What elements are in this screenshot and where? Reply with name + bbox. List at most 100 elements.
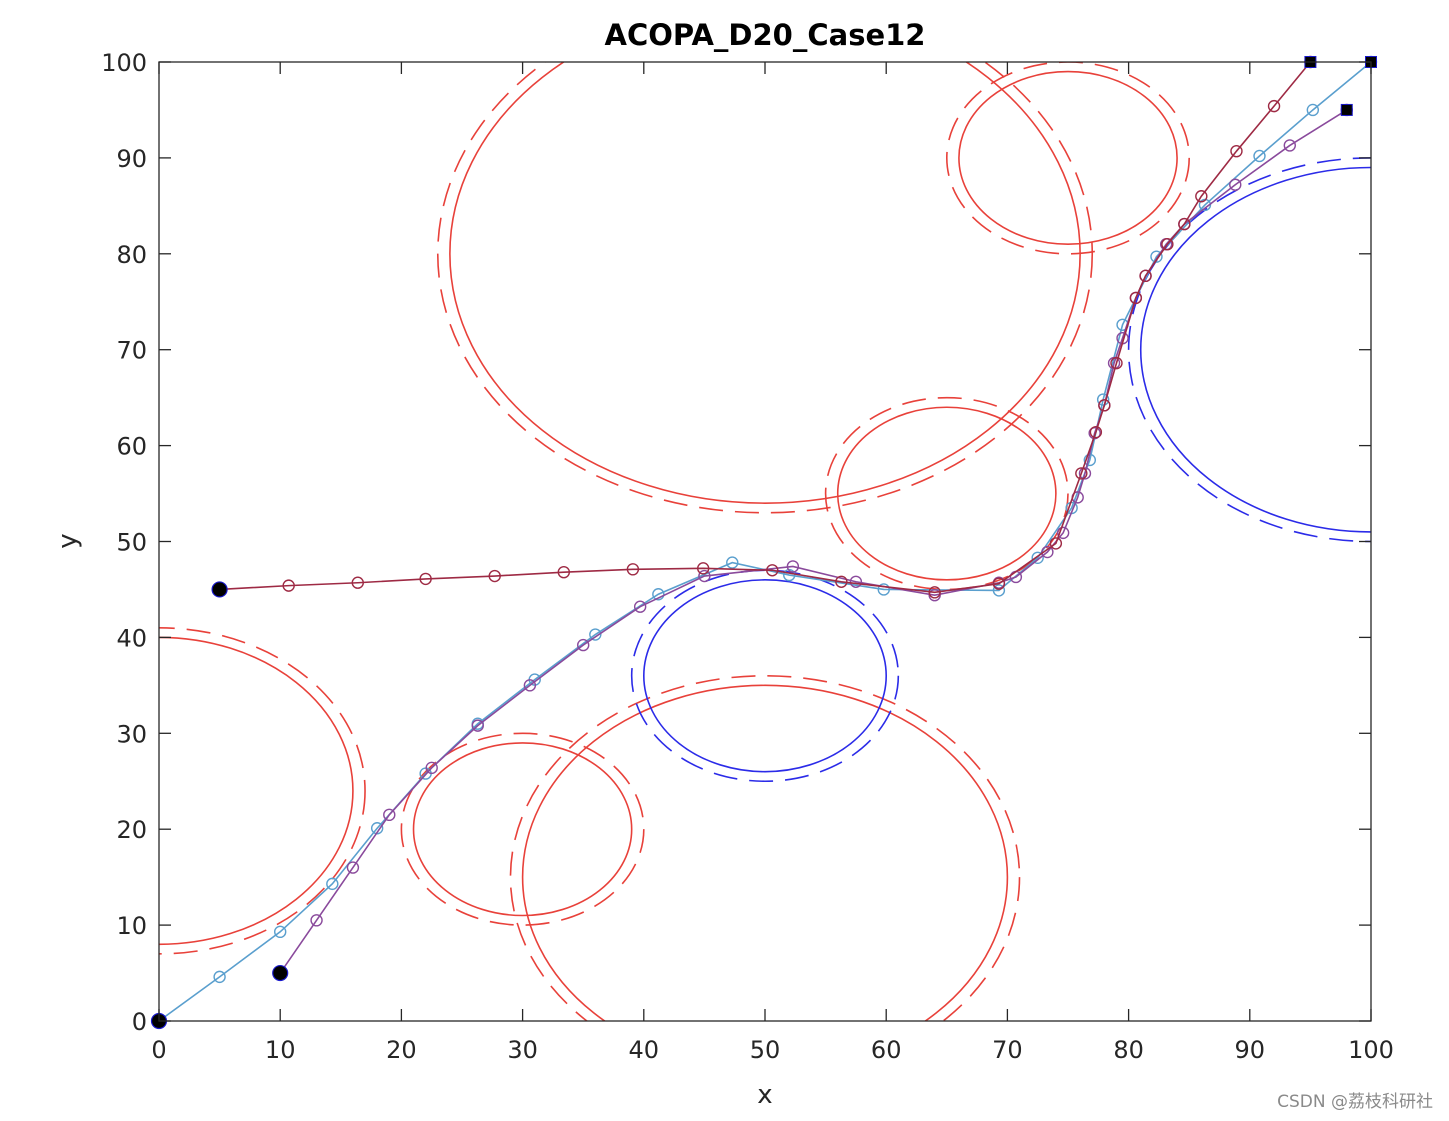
y-tick-label: 70 <box>116 337 147 365</box>
series-3-point <box>1161 238 1174 251</box>
series-3-point <box>1049 537 1063 550</box>
obstacle-1-margin <box>437 62 1093 514</box>
y-tick-label: 50 <box>116 529 147 557</box>
series-3-point <box>766 564 779 577</box>
series-1-point <box>726 556 739 569</box>
series-2-point <box>1229 178 1242 191</box>
y-tick-label: 80 <box>116 241 147 269</box>
series-3-point <box>928 586 941 599</box>
series-2-point <box>1088 426 1101 440</box>
series-3-point <box>1098 399 1111 412</box>
series-3-point <box>488 569 501 583</box>
series-3-point <box>1230 144 1243 158</box>
series-2-point <box>1056 526 1070 540</box>
series-3-point <box>351 576 364 589</box>
start-point-3 <box>211 581 228 598</box>
series-3-point <box>419 572 432 586</box>
series-2-point <box>1078 467 1092 480</box>
y-tick-label: 30 <box>116 720 147 748</box>
series-2-point <box>577 638 590 652</box>
obstacle-2-boundary <box>958 70 1178 246</box>
obstacle-4-boundary <box>159 636 354 946</box>
series-2-point <box>471 719 484 732</box>
obstacle-7-margin <box>630 569 900 783</box>
watermark-text: CSDN @荔枝科研社 <box>1277 1092 1433 1112</box>
x-tick-label: 10 <box>265 1036 296 1064</box>
y-axis-label: y <box>53 533 83 548</box>
series-2-point <box>523 679 537 692</box>
series-2-point <box>1283 139 1296 152</box>
chart-title: ACOPA_D20_Case12 <box>605 18 926 52</box>
series-2-point <box>849 575 863 588</box>
y-tick-label: 60 <box>116 433 147 461</box>
series-3-point <box>1267 99 1281 113</box>
x-tick-label: 100 <box>1348 1036 1394 1064</box>
y-tick-label: 20 <box>116 816 147 844</box>
obstacle-6-margin <box>509 675 1021 1021</box>
series-layer <box>152 55 1378 1028</box>
series-3-point <box>557 565 571 579</box>
obstacle-3-margin <box>824 396 1069 591</box>
x-tick-label: 90 <box>1235 1036 1266 1064</box>
obstacle-3-boundary <box>836 406 1057 581</box>
x-tick-label: 50 <box>750 1036 781 1064</box>
x-tick-label: 40 <box>629 1036 660 1064</box>
y-tick-label: 40 <box>116 624 147 652</box>
series-3-point <box>1075 467 1088 480</box>
series-1-point <box>213 970 226 984</box>
series-1-point <box>1306 103 1320 117</box>
x-axis-label: x <box>757 1080 772 1110</box>
series-1-point <box>877 583 890 596</box>
x-tick-label: 60 <box>871 1036 902 1064</box>
series-3-point <box>835 575 848 588</box>
end-point-2 <box>1340 103 1353 116</box>
series-1-point <box>589 628 602 641</box>
series-3-line <box>219 61 1312 594</box>
series-1-point <box>1096 393 1110 406</box>
y-tick-label: 0 <box>132 1008 147 1036</box>
x-tick-label: 0 <box>151 1036 166 1064</box>
series-3-point <box>1129 291 1143 305</box>
series-1-point <box>652 588 665 601</box>
y-tick-label: 90 <box>116 145 147 173</box>
series-3-point <box>1178 217 1191 231</box>
obstacle-5-boundary <box>412 742 633 917</box>
series-3-point <box>282 579 295 592</box>
start-point-2 <box>272 964 289 982</box>
obstacle-2-margin <box>946 62 1190 255</box>
series-3-point <box>696 562 710 575</box>
series-2-point <box>698 569 711 583</box>
series-2-point <box>425 761 438 775</box>
series-3-point <box>1110 356 1123 370</box>
obstacle-7-boundary <box>642 579 887 773</box>
series-1-point <box>1150 250 1163 263</box>
obstacle-5-margin <box>400 732 645 926</box>
series-3-point <box>626 563 640 576</box>
series-2-point <box>346 861 360 874</box>
series-2-point <box>633 600 647 613</box>
series-2-point <box>786 560 800 573</box>
plot-area <box>159 62 1371 1021</box>
series-3-point <box>992 577 1006 590</box>
series-2-point <box>1041 545 1054 559</box>
series-3-point <box>1139 269 1152 283</box>
series-3-point <box>1195 190 1208 203</box>
y-tick-label: 10 <box>116 912 147 940</box>
x-tick-label: 20 <box>386 1036 417 1064</box>
x-tick-label: 30 <box>507 1036 538 1064</box>
series-2-point <box>310 914 323 927</box>
obstacle-4-margin <box>159 627 366 955</box>
series-1-point <box>274 925 287 939</box>
series-1-point <box>1253 149 1266 163</box>
series-1-point <box>992 584 1006 597</box>
series-3-point <box>1089 425 1103 439</box>
y-tick-label: 100 <box>101 49 147 77</box>
x-tick-label: 70 <box>992 1036 1023 1064</box>
series-1-point <box>1031 551 1044 565</box>
obstacle-6-boundary <box>521 684 1009 1021</box>
ticks-layer: 0 10 20 30 40 50 60 70 80 90 100 0 10 20 30 40 50 60 70 80 9… <box>101 49 1394 1064</box>
series-1-point <box>326 877 339 891</box>
series-2-point <box>928 589 941 602</box>
series-1-point <box>783 568 796 582</box>
